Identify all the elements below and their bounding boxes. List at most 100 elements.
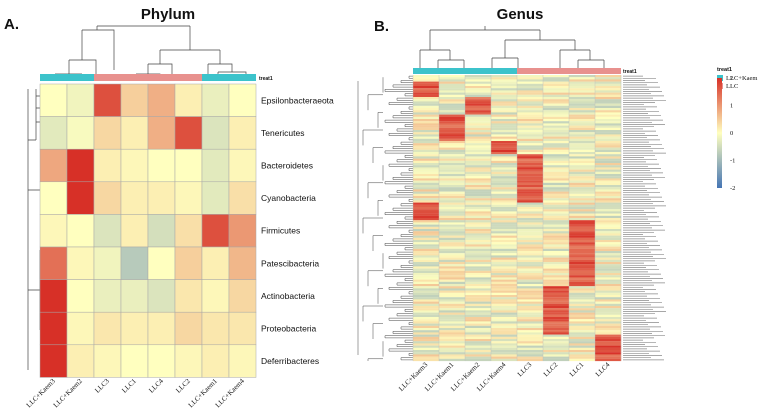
genus-heatmap-cell	[517, 125, 544, 128]
genus-heatmap-cell	[595, 343, 622, 346]
genus-heatmap-cell	[517, 310, 544, 313]
genus-heatmap-cell	[517, 356, 544, 359]
genus-heatmap-cell	[595, 297, 622, 300]
genus-heatmap-cell	[491, 92, 518, 95]
genus-heatmap-cell	[569, 165, 596, 168]
genus-heatmap-cell	[543, 303, 570, 307]
phylum-heatmap-cell	[228, 344, 257, 378]
genus-heatmap-cell	[439, 336, 466, 340]
genus-heatmap-cell	[439, 174, 466, 177]
genus-heatmap-cell	[439, 328, 466, 331]
phylum-heatmap-cell	[147, 344, 176, 378]
genus-heatmap-cell	[595, 182, 622, 186]
genus-heatmap-cell	[413, 343, 440, 346]
genus-heatmap-cell	[543, 136, 570, 139]
genus-heatmap-cell	[543, 308, 570, 311]
genus-heatmap-cell	[517, 233, 544, 236]
genus-heatmap-cell	[569, 275, 596, 278]
phylum-heatmap-cell	[147, 83, 176, 117]
genus-heatmap-cell	[439, 176, 466, 179]
genus-heatmap-cell	[491, 198, 518, 201]
genus-heatmap-cell	[465, 301, 492, 304]
phylum-annot-cell	[202, 74, 229, 81]
genus-heatmap-cell	[517, 75, 544, 78]
genus-heatmap-cell	[439, 81, 466, 84]
genus-heatmap-cell	[595, 143, 622, 146]
genus-heatmap-cell	[569, 215, 596, 219]
genus-heatmap-cell	[543, 171, 570, 175]
genus-heatmap-cell	[491, 275, 518, 278]
genus-heatmap-cell	[413, 127, 440, 131]
genus-heatmap-cell	[439, 240, 466, 243]
phylum-heatmap-cell	[39, 246, 68, 280]
genus-heatmap-cell	[491, 94, 518, 98]
genus-heatmap-cell	[439, 147, 466, 150]
genus-heatmap-cell	[595, 237, 622, 241]
genus-heatmap-cell	[517, 94, 544, 98]
genus-heatmap-cell	[569, 334, 596, 337]
phylum-heatmap-cell	[147, 214, 176, 248]
phylum-heatmap-cell	[201, 181, 230, 215]
genus-heatmap-cell	[413, 244, 440, 247]
genus-heatmap-cell	[491, 132, 518, 135]
genus-heatmap-cell	[543, 121, 570, 124]
genus-heatmap-cell	[517, 222, 544, 225]
genus-heatmap-cell	[517, 147, 544, 150]
genus-heatmap-cell	[569, 229, 596, 232]
genus-heatmap-cell	[595, 317, 622, 320]
phylum-heatmap-cell	[120, 279, 149, 313]
genus-heatmap-cell	[595, 240, 622, 243]
genus-heatmap-cell	[595, 336, 622, 340]
genus-heatmap-cell	[543, 156, 570, 159]
genus-heatmap-cell	[543, 259, 570, 263]
genus-heatmap-cell	[439, 264, 466, 267]
phylum-heatmap-cell	[147, 181, 176, 215]
genus-heatmap-cell	[543, 143, 570, 146]
phylum-row-label: Cyanobacteria	[261, 193, 316, 203]
genus-heatmap-cell	[569, 295, 596, 298]
genus-heatmap-cell	[439, 224, 466, 227]
genus-heatmap-cell	[543, 88, 570, 91]
phylum-heatmap-cell	[147, 116, 176, 150]
genus-heatmap-cell	[465, 83, 492, 87]
genus-heatmap-cell	[439, 92, 466, 95]
genus-heatmap-cell	[439, 330, 466, 333]
genus-heatmap-cell	[569, 264, 596, 267]
genus-heatmap-cell	[439, 187, 466, 190]
genus-heatmap-cell	[569, 145, 596, 148]
phylum-annot-cell	[40, 74, 67, 81]
genus-heatmap-cell	[517, 319, 544, 322]
genus-heatmap-cell	[439, 321, 466, 324]
genus-heatmap-cell	[595, 101, 622, 104]
genus-heatmap-cell	[517, 321, 544, 324]
genus-heatmap-cell	[543, 213, 570, 216]
genus-heatmap-cell	[465, 169, 492, 172]
genus-heatmap-cell	[413, 112, 440, 115]
genus-heatmap-cell	[517, 255, 544, 258]
genus-heatmap-cell	[439, 112, 466, 115]
genus-heatmap-cell	[491, 136, 518, 139]
genus-heatmap-cell	[595, 191, 622, 194]
genus-heatmap-cell	[569, 149, 596, 153]
genus-heatmap-cell	[413, 147, 440, 150]
genus-heatmap-cell	[413, 207, 440, 210]
genus-heatmap-cell	[543, 253, 570, 256]
genus-heatmap-cell	[491, 165, 518, 168]
genus-heatmap-cell	[595, 136, 622, 139]
genus-heatmap-cell	[439, 94, 466, 98]
genus-heatmap-cell	[595, 330, 622, 333]
genus-heatmap-cell	[439, 339, 466, 342]
genus-heatmap-cell	[491, 213, 518, 216]
genus-heatmap-cell	[595, 268, 622, 271]
genus-heatmap-cell	[517, 341, 544, 344]
genus-heatmap-cell	[413, 88, 440, 91]
genus-heatmap-cell	[439, 160, 466, 164]
genus-heatmap-cell	[491, 176, 518, 179]
genus-heatmap-cell	[413, 174, 440, 177]
genus-heatmap-cell	[517, 141, 544, 144]
genus-heatmap-cell	[439, 110, 466, 113]
genus-heatmap-cell	[413, 138, 440, 142]
genus-heatmap-cell	[491, 209, 518, 212]
genus-heatmap-cell	[439, 90, 466, 93]
genus-heatmap-cell	[413, 345, 440, 348]
